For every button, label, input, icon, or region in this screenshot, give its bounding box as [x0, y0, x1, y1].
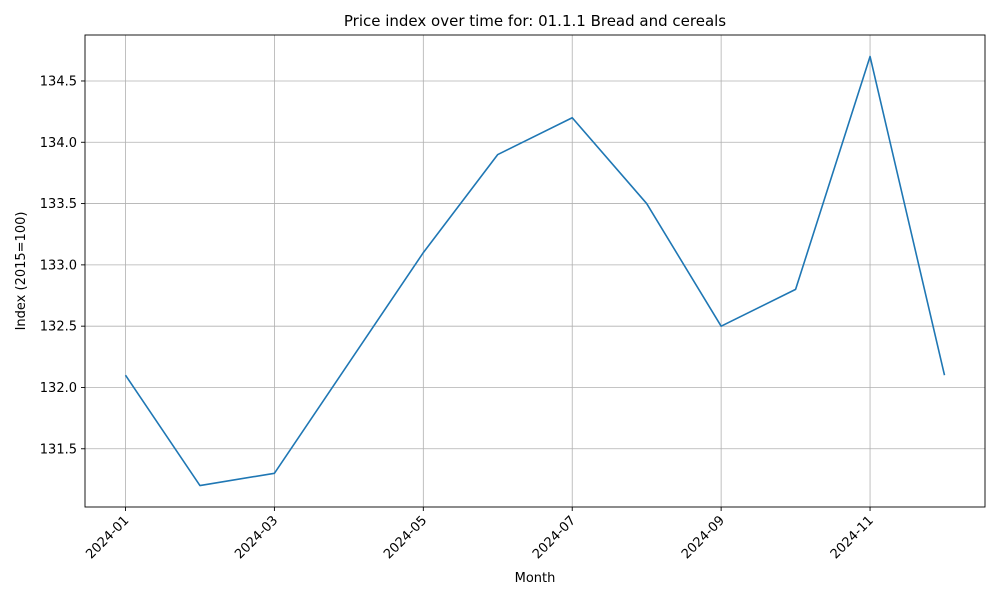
series-line	[124, 55, 946, 487]
y-tick-label: 134.0	[40, 136, 77, 151]
y-tick-label: 131.5	[40, 442, 77, 457]
x-tick-label: 2024-01	[83, 513, 132, 562]
x-tick-label: 2024-03	[232, 513, 281, 562]
y-tick-label: 132.5	[40, 320, 77, 335]
y-tick-label: 133.5	[40, 197, 77, 212]
y-axis-label: Index (2015=100)	[14, 212, 29, 331]
y-tick-label: 132.0	[40, 381, 77, 396]
y-axis-ticks: 131.5 132.0 132.5 133.0 133.5 134.0 134.5	[40, 74, 85, 457]
axes-frame	[84, 34, 986, 508]
series-layer	[124, 55, 946, 487]
x-tick-label: 2024-11	[828, 513, 877, 562]
y-tick-label: 134.5	[40, 74, 77, 89]
y-tick-label: 133.0	[40, 258, 77, 273]
x-axis-label: Month	[515, 571, 556, 586]
x-axis-ticks: 2024-01 2024-03 2024-05 2024-07 2024-09 2024-…	[83, 507, 877, 562]
x-tick-label: 2024-05	[381, 513, 430, 562]
x-tick-label: 2024-07	[530, 513, 579, 562]
chart-title: Price index over time for: 01.1.1 Bread …	[344, 12, 726, 30]
grid	[85, 35, 985, 507]
x-tick-label: 2024-09	[679, 513, 728, 562]
